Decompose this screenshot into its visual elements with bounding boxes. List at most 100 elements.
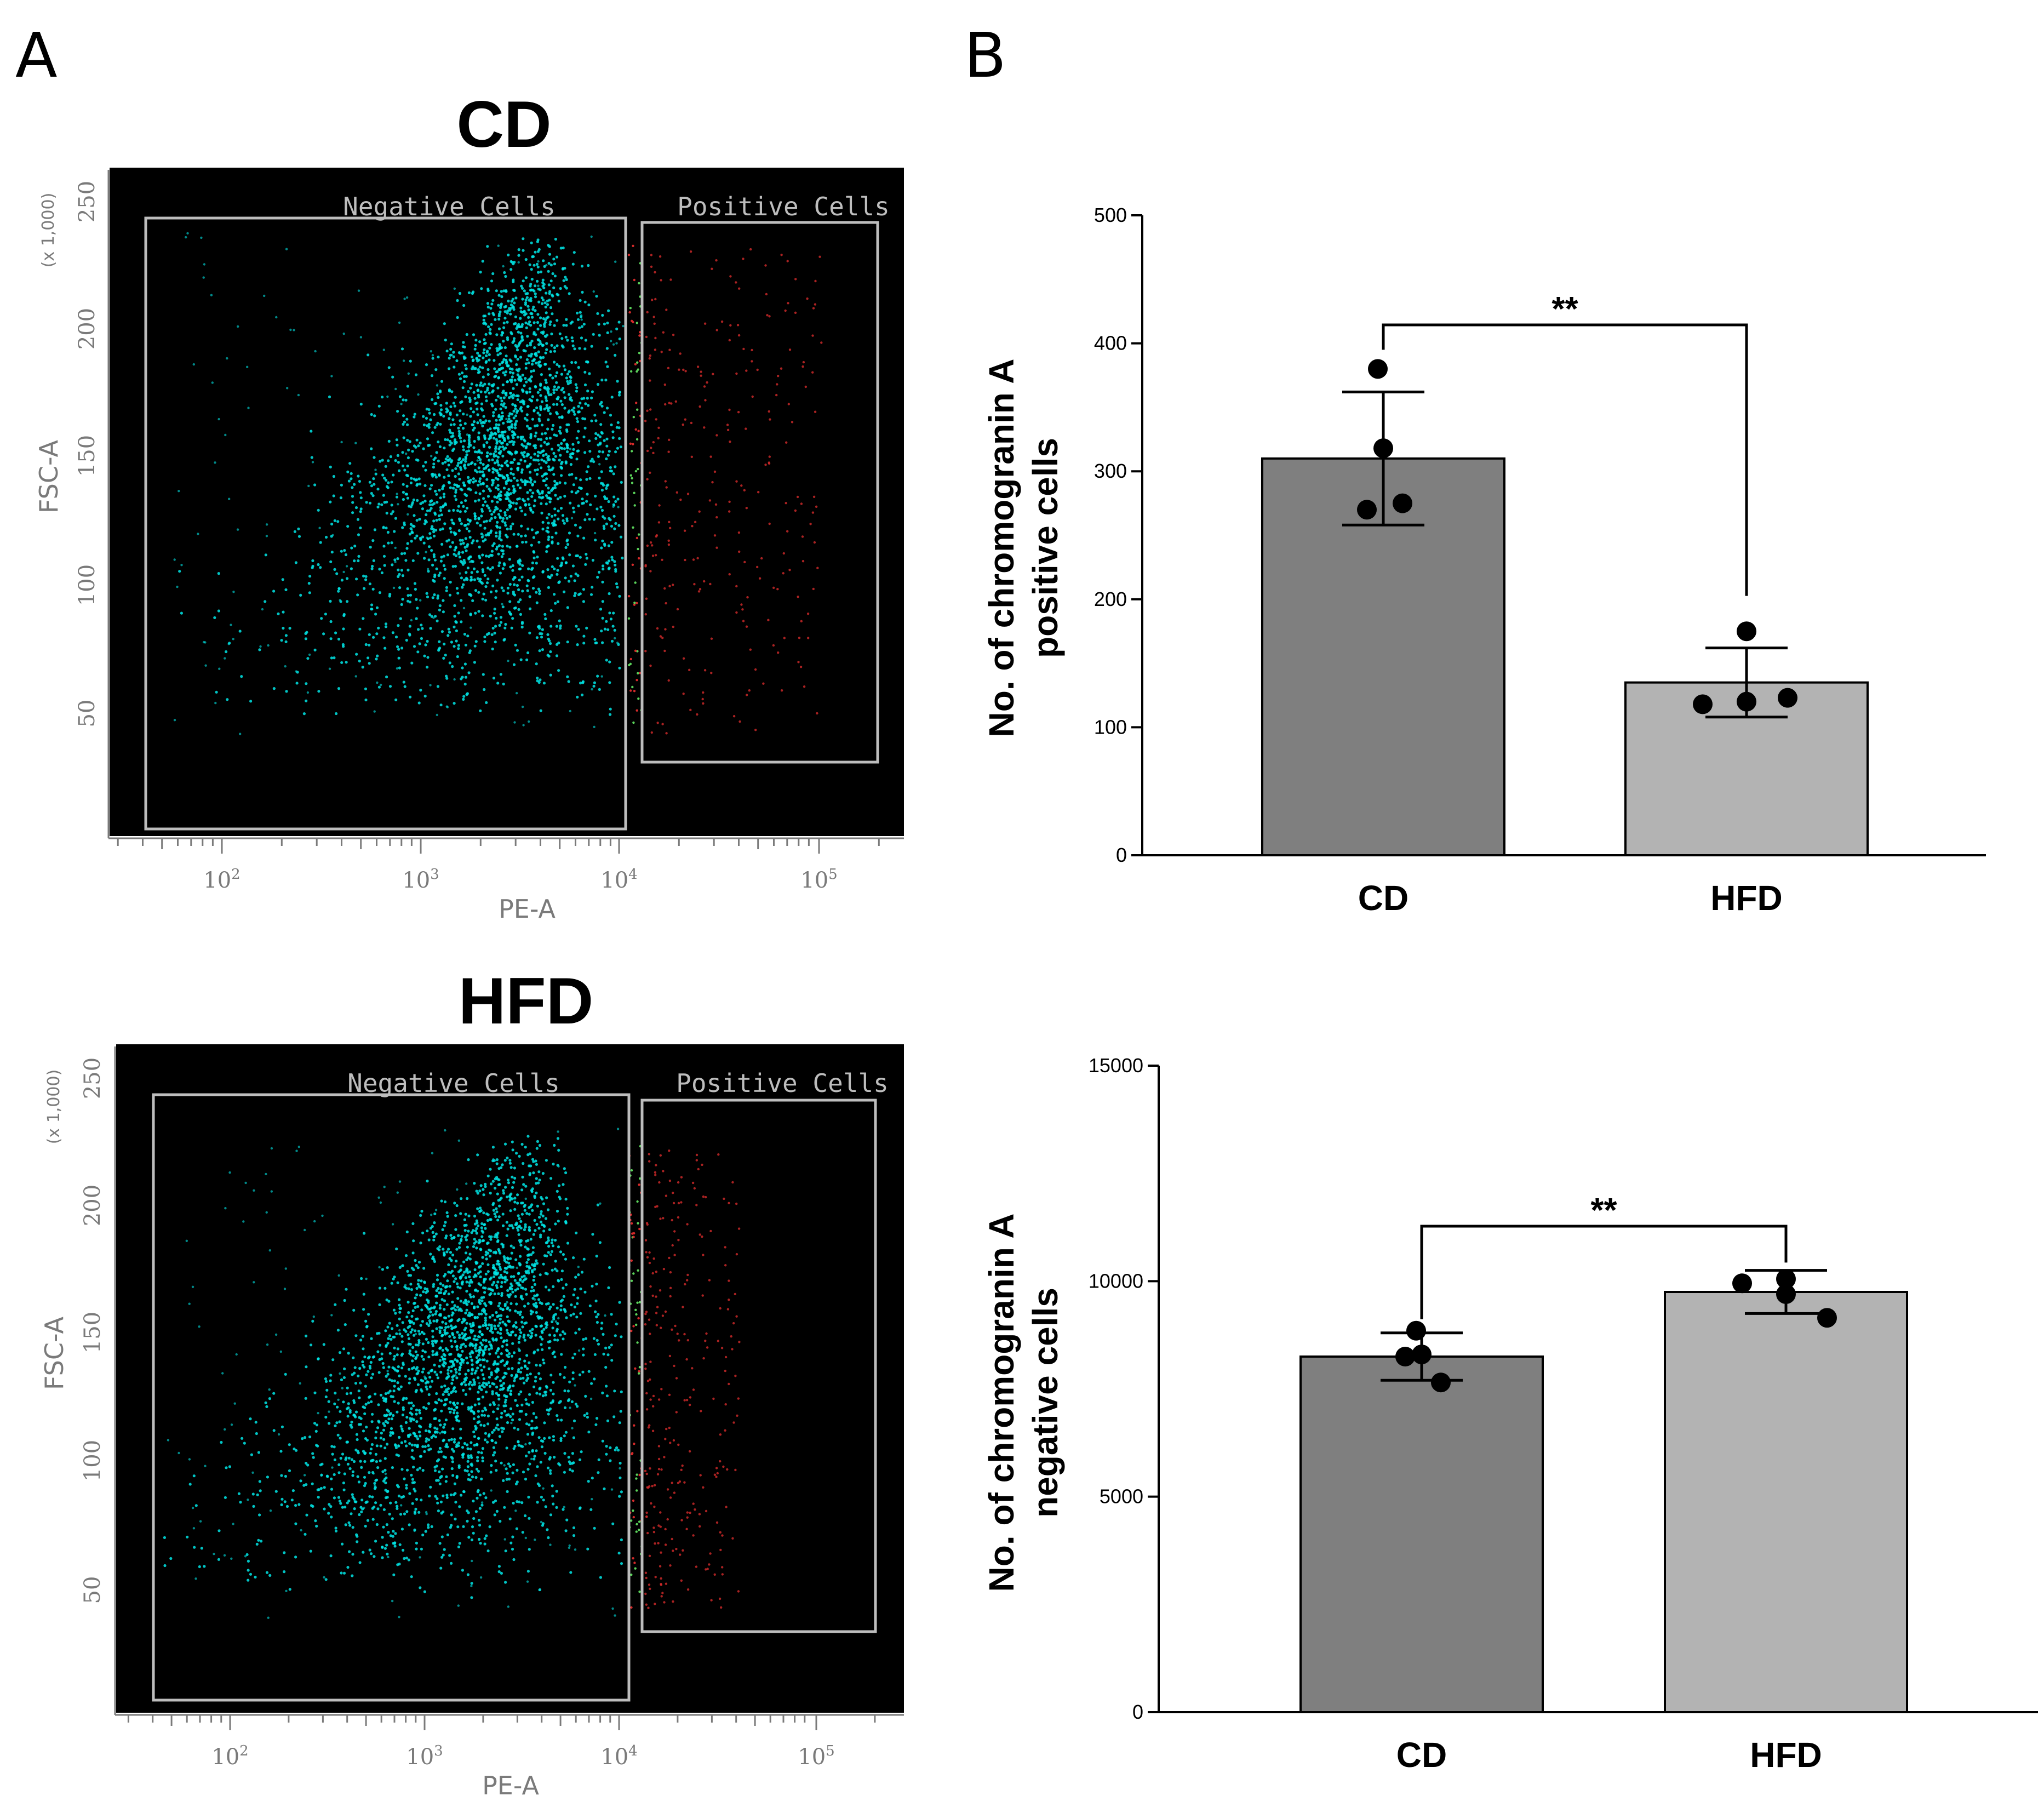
negative-event-dot — [358, 479, 362, 483]
negative-event-dot — [532, 1233, 535, 1236]
boundary-event-dot — [629, 307, 632, 310]
negative-event-dot — [527, 361, 530, 364]
negative-event-dot — [334, 1392, 337, 1395]
y-scale-note: (x 1,000) — [39, 193, 58, 268]
negative-event-dot — [284, 1474, 288, 1478]
negative-event-dot — [525, 1402, 529, 1405]
negative-event-dot — [477, 456, 480, 459]
negative-event-dot — [418, 1411, 421, 1415]
negative-event-dot — [598, 476, 601, 480]
negative-event-dot — [519, 1226, 523, 1229]
negative-event-dot — [438, 647, 442, 650]
negative-event-dot — [451, 487, 455, 490]
positive-event-dot — [738, 550, 741, 553]
negative-event-dot — [385, 1343, 388, 1347]
negative-event-dot — [541, 1394, 545, 1398]
negative-event-dot — [539, 408, 542, 411]
positive-event-dot — [684, 418, 687, 421]
negative-event-dot — [509, 1293, 512, 1296]
negative-event-dot — [439, 1476, 442, 1479]
negative-event-dot — [544, 1393, 547, 1397]
negative-event-dot — [284, 1372, 287, 1376]
negative-event-dot — [466, 1469, 469, 1473]
negative-event-dot — [453, 1202, 456, 1205]
negative-event-dot — [344, 553, 348, 557]
negative-event-dot — [587, 1480, 590, 1483]
negative-event-dot — [553, 483, 557, 487]
negative-event-dot — [447, 1263, 450, 1266]
negative-event-dot — [446, 438, 449, 442]
negative-event-dot — [549, 673, 552, 677]
negative-event-dot — [470, 1302, 474, 1305]
negative-event-dot — [551, 536, 554, 539]
negative-event-dot — [559, 399, 563, 403]
positive-event-dot — [672, 625, 675, 628]
negative-event-dot — [458, 432, 461, 436]
negative-event-dot — [499, 467, 502, 471]
negative-event-dot — [560, 462, 563, 466]
positive-event-dot — [751, 395, 754, 398]
negative-event-dot — [612, 504, 616, 507]
negative-event-dot — [371, 564, 374, 568]
negative-event-dot — [519, 1377, 522, 1380]
negative-event-dot — [463, 561, 467, 564]
negative-event-dot — [455, 1282, 459, 1285]
negative-event-dot — [547, 538, 550, 541]
negative-event-dot — [511, 617, 514, 620]
negative-event-dot — [249, 700, 253, 703]
negative-event-dot — [482, 351, 485, 354]
negative-event-dot — [516, 348, 519, 352]
negative-event-dot — [533, 1283, 537, 1286]
negative-event-dot — [551, 541, 554, 545]
negative-event-dot — [543, 441, 546, 444]
negative-event-dot — [378, 568, 381, 571]
negative-event-dot — [421, 501, 425, 504]
negative-event-dot — [417, 1369, 420, 1372]
negative-event-dot — [532, 305, 535, 309]
negative-event-dot — [431, 398, 434, 401]
negative-event-dot — [555, 388, 558, 391]
negative-event-dot — [542, 330, 545, 334]
negative-event-dot — [516, 692, 518, 695]
negative-event-dot — [505, 1467, 508, 1471]
negative-event-dot — [218, 667, 221, 670]
boundary-event-dot — [638, 533, 640, 536]
negative-event-dot — [380, 1432, 383, 1435]
negative-event-dot — [405, 484, 409, 488]
negative-event-dot — [506, 508, 509, 512]
negative-event-dot — [362, 617, 365, 620]
negative-event-dot — [475, 1189, 478, 1193]
negative-event-dot — [569, 463, 572, 466]
negative-event-dot — [454, 532, 457, 535]
negative-event-dot — [523, 1274, 526, 1278]
negative-event-dot — [314, 1519, 317, 1523]
negative-event-dot — [445, 1494, 449, 1497]
negative-event-dot — [448, 1257, 451, 1260]
negative-event-dot — [539, 364, 542, 367]
negative-event-dot — [402, 1495, 405, 1498]
negative-event-dot — [306, 1463, 310, 1467]
negative-event-dot — [545, 342, 548, 345]
negative-event-dot — [295, 670, 297, 673]
negative-event-dot — [551, 1320, 554, 1324]
negative-event-dot — [387, 459, 390, 462]
negative-event-dot — [460, 599, 463, 602]
negative-event-dot — [272, 590, 276, 593]
negative-event-dot — [376, 1426, 380, 1429]
negative-event-dot — [382, 545, 386, 548]
positive-event-dot — [743, 489, 746, 491]
negative-event-dot — [506, 435, 509, 438]
negative-event-dot — [483, 1542, 486, 1546]
negative-event-dot — [592, 1337, 596, 1340]
negative-event-dot — [362, 574, 365, 577]
negative-event-dot — [478, 1330, 482, 1334]
positive-event-dot — [809, 523, 812, 525]
negative-event-dot — [420, 624, 423, 627]
negative-event-dot — [490, 302, 494, 306]
negative-event-dot — [335, 572, 339, 575]
negative-event-dot — [511, 375, 514, 379]
negative-event-dot — [433, 456, 437, 460]
negative-event-dot — [461, 560, 464, 564]
negative-event-dot — [428, 1319, 432, 1323]
negative-event-dot — [574, 592, 577, 595]
